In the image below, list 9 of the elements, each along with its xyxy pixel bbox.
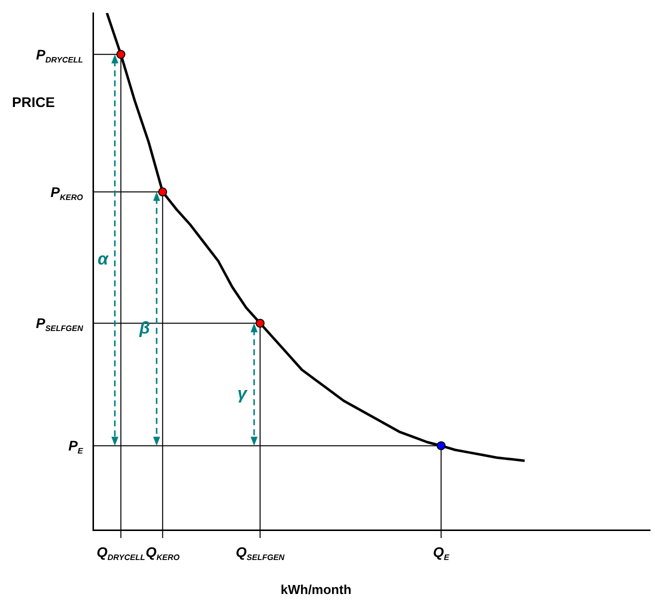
point: [436, 441, 446, 450]
annotation: γ: [237, 384, 248, 404]
x-axis-title: kWh/month: [280, 582, 352, 597]
point: [256, 318, 265, 328]
annotation: β: [138, 318, 150, 338]
point: [116, 50, 126, 59]
y-axis-title: PRICE: [12, 94, 55, 110]
annotation: α: [98, 250, 110, 269]
point: [158, 187, 168, 196]
